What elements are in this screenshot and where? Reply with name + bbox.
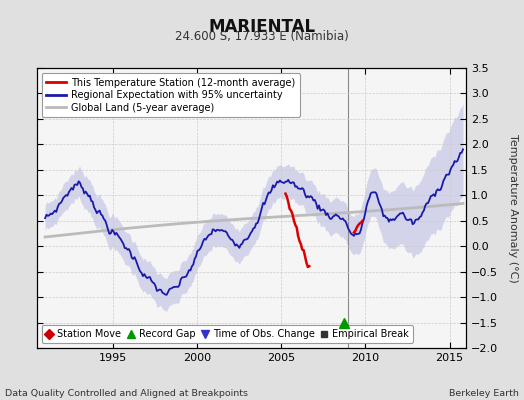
Text: Data Quality Controlled and Aligned at Breakpoints: Data Quality Controlled and Aligned at B…	[5, 389, 248, 398]
Text: 24.600 S, 17.933 E (Namibia): 24.600 S, 17.933 E (Namibia)	[175, 30, 349, 43]
Y-axis label: Temperature Anomaly (°C): Temperature Anomaly (°C)	[508, 134, 518, 282]
Text: MARIENTAL: MARIENTAL	[209, 18, 315, 36]
Legend: Station Move, Record Gap, Time of Obs. Change, Empirical Break: Station Move, Record Gap, Time of Obs. C…	[41, 325, 413, 343]
Text: Berkeley Earth: Berkeley Earth	[449, 389, 519, 398]
